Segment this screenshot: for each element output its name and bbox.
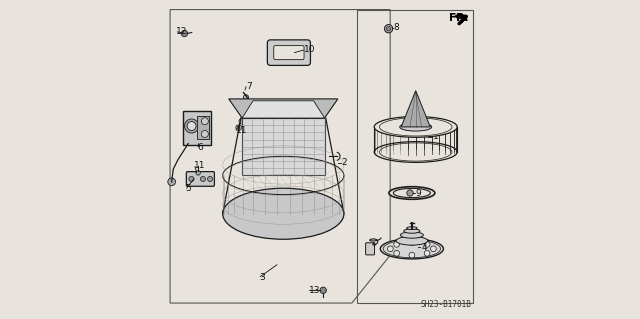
Text: 3: 3 [259, 273, 265, 282]
Text: 11: 11 [194, 161, 205, 170]
Circle shape [184, 119, 198, 133]
Text: 7: 7 [252, 107, 257, 116]
Ellipse shape [374, 116, 457, 137]
Text: 12: 12 [177, 27, 188, 36]
Circle shape [394, 250, 399, 256]
Text: 6: 6 [197, 143, 203, 152]
Text: 4: 4 [422, 243, 427, 252]
FancyBboxPatch shape [184, 111, 211, 145]
Ellipse shape [396, 236, 428, 245]
FancyBboxPatch shape [186, 172, 214, 186]
Circle shape [252, 110, 257, 116]
Circle shape [236, 125, 241, 130]
Circle shape [239, 118, 244, 124]
Circle shape [407, 190, 413, 196]
FancyBboxPatch shape [274, 46, 304, 60]
Text: 8: 8 [394, 23, 399, 32]
Circle shape [247, 106, 253, 111]
Text: 7: 7 [246, 82, 252, 91]
Circle shape [168, 178, 175, 186]
Polygon shape [242, 101, 324, 118]
Circle shape [187, 122, 196, 130]
Text: 10: 10 [304, 45, 316, 54]
Polygon shape [401, 91, 430, 127]
FancyBboxPatch shape [268, 40, 310, 65]
Polygon shape [228, 99, 338, 118]
Text: 9: 9 [416, 189, 422, 198]
Text: FR.: FR. [449, 12, 468, 23]
Polygon shape [242, 118, 324, 175]
Circle shape [202, 130, 209, 137]
Text: FR.: FR. [449, 12, 468, 23]
Circle shape [196, 171, 200, 175]
Circle shape [243, 95, 248, 100]
Ellipse shape [401, 232, 423, 238]
Ellipse shape [404, 229, 420, 233]
Text: 1: 1 [433, 132, 439, 141]
Ellipse shape [406, 227, 417, 230]
Circle shape [320, 287, 326, 293]
Ellipse shape [380, 239, 444, 259]
Ellipse shape [389, 187, 435, 199]
Circle shape [387, 26, 391, 31]
Circle shape [387, 246, 393, 252]
Circle shape [245, 114, 251, 119]
Text: 13: 13 [309, 286, 321, 295]
Ellipse shape [394, 188, 430, 197]
FancyBboxPatch shape [365, 243, 374, 255]
Circle shape [200, 176, 205, 182]
Text: SH23-B1701B: SH23-B1701B [420, 300, 472, 309]
Circle shape [409, 240, 415, 245]
Text: 5: 5 [186, 184, 191, 193]
FancyBboxPatch shape [197, 116, 209, 139]
Ellipse shape [400, 123, 431, 131]
Circle shape [409, 252, 415, 258]
Circle shape [243, 122, 249, 128]
Circle shape [385, 25, 393, 33]
Circle shape [394, 241, 399, 247]
Circle shape [207, 176, 212, 182]
Circle shape [202, 118, 209, 125]
Circle shape [424, 241, 430, 247]
Circle shape [181, 30, 188, 37]
Text: 2: 2 [342, 158, 348, 167]
Circle shape [189, 176, 194, 182]
Circle shape [424, 250, 430, 256]
Circle shape [431, 246, 436, 252]
Ellipse shape [223, 188, 344, 239]
Text: 11: 11 [236, 126, 247, 135]
